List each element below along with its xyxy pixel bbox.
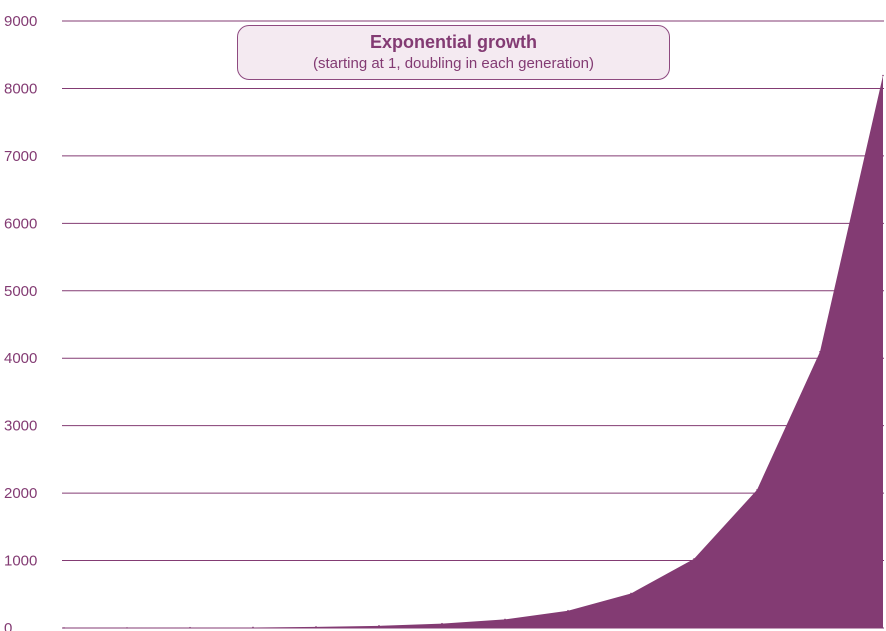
- data-point: [882, 74, 884, 77]
- data-point: [819, 350, 821, 353]
- data-point: [630, 592, 632, 595]
- series-area: [64, 75, 883, 628]
- y-tick-label: 0: [4, 620, 12, 631]
- data-point: [693, 558, 695, 560]
- data-point: [315, 626, 317, 628]
- data-point: [189, 626, 191, 629]
- data-point: [441, 622, 443, 625]
- data-point: [567, 609, 569, 612]
- y-tick-label: 3000: [4, 418, 37, 435]
- data-point: [504, 618, 506, 621]
- y-tick-label: 5000: [4, 283, 37, 300]
- gridlines: [62, 20, 884, 629]
- y-tick-label: 8000: [4, 80, 37, 97]
- chart-subtitle: (starting at 1, doubling in each generat…: [312, 55, 594, 72]
- y-tick-label: 4000: [4, 350, 37, 367]
- chart-title: Exponential growth: [369, 32, 537, 52]
- data-point: [63, 627, 65, 629]
- y-axis-tick-labels: 0 1000 2000 3000 4000 5000 6000 7000 8000 9000: [4, 13, 37, 631]
- series-area-group: [64, 75, 883, 628]
- data-points: [63, 74, 884, 629]
- y-tick-label: 2000: [4, 485, 37, 502]
- y-tick-label: 9000: [4, 13, 37, 30]
- y-tick-label: 7000: [4, 148, 37, 165]
- y-tick-label: 6000: [4, 215, 37, 232]
- data-point: [756, 489, 758, 491]
- data-point: [252, 626, 254, 629]
- chart-title-box: Exponential growth (starting at 1, doubl…: [237, 25, 670, 80]
- data-point: [378, 625, 380, 627]
- y-tick-label: 1000: [4, 553, 37, 570]
- data-point: [126, 627, 128, 629]
